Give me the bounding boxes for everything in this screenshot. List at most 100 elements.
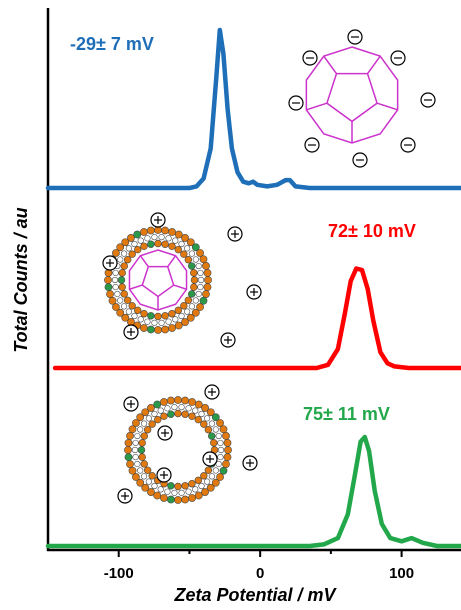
lipid-bead [212, 467, 219, 474]
lipid-bead [133, 230, 142, 239]
lipid-bead [211, 478, 220, 487]
lipid-bead [204, 276, 212, 284]
lipid-bead [140, 460, 148, 468]
lipid-bead [188, 262, 196, 270]
lipid-bead [181, 234, 189, 242]
lipid-bead [174, 245, 182, 254]
lipid-bead [121, 313, 130, 322]
lipid-bead [147, 488, 155, 496]
lipid-bead [216, 473, 224, 481]
lipid-bead [128, 466, 137, 475]
lipid-bead [204, 415, 211, 422]
lipid-bead [161, 240, 169, 248]
lipid-bead [171, 489, 178, 496]
lipid-bead [160, 412, 168, 420]
minus-sign [347, 29, 363, 45]
lipid-bead [111, 276, 119, 284]
lipid-bead [134, 245, 142, 254]
lipid-bead [108, 296, 117, 305]
dodecahedron [306, 102, 328, 111]
lipid-bead [154, 415, 162, 424]
lipid-bead [121, 238, 130, 247]
lipid-bead [192, 297, 199, 304]
lipid-bead [190, 276, 199, 284]
lipid-bead [141, 483, 150, 492]
x-tick-label: 0 [256, 565, 264, 582]
lipid-bead [192, 256, 199, 263]
lipid-bead [151, 319, 158, 326]
lipid-bead [178, 312, 185, 320]
lipid-bead [188, 250, 196, 257]
lipid-bead [174, 396, 182, 404]
lipid-bead [165, 235, 172, 242]
lipid-bead [185, 405, 192, 412]
lipid-bead [132, 453, 139, 461]
lipid-bead [131, 312, 138, 320]
lipid-bead [190, 283, 198, 291]
plus-sign [204, 384, 220, 400]
lipid-bead [178, 404, 185, 411]
lipid-bead [198, 482, 205, 490]
annotation: 72± 10 mV [328, 221, 416, 241]
dodecahedron [376, 102, 398, 111]
lipid-bead [128, 250, 136, 258]
lipid-bead [188, 290, 196, 298]
annotation: -29± 7 mV [70, 34, 154, 54]
lipid-bead [147, 312, 155, 320]
lipid-bead [151, 410, 158, 418]
lipid-bead [140, 473, 148, 480]
annotation: 75± 11 mV [303, 404, 390, 424]
minus-sign [288, 95, 304, 111]
lipid-bead [148, 420, 156, 428]
lipid-bead [174, 306, 182, 315]
lipid-bead [164, 488, 171, 495]
lipid-bead [171, 404, 178, 411]
lipid-bead [181, 396, 190, 405]
minus-sign [352, 152, 368, 168]
lipid-bead [208, 420, 216, 427]
lipid-bead [125, 245, 132, 252]
lipid-bead [161, 312, 169, 320]
lipid-bead [172, 237, 179, 244]
lipid-bead [118, 283, 126, 291]
lipid-bead [196, 249, 204, 257]
lipid-bead [224, 446, 232, 454]
lipid-bead [147, 404, 155, 412]
lipid-bead [212, 426, 219, 433]
lipid-bead [117, 276, 126, 284]
lipid-bead [120, 290, 128, 298]
lipid-bead [124, 453, 133, 462]
lipid-bead [112, 249, 120, 257]
lipid-bead [191, 243, 200, 252]
lipid-bead [128, 425, 137, 434]
minus-sign [302, 50, 318, 66]
lipid-bead [181, 495, 190, 504]
lipid-bead [131, 446, 139, 454]
lipid-bead [217, 439, 224, 447]
lipid-bead [157, 407, 164, 414]
plus-sign [117, 488, 133, 504]
plus-sign [202, 451, 218, 467]
lipid-bead [144, 235, 151, 242]
lipid-bead [140, 432, 148, 440]
lipid-bead [184, 296, 193, 304]
lipid-bead [188, 398, 196, 406]
lipid-bead [186, 238, 195, 247]
lipid-bead [184, 256, 193, 264]
curve [52, 266, 461, 371]
lipid-bead [186, 313, 195, 322]
lipid-bead [208, 432, 216, 440]
lipid-bead [198, 410, 205, 418]
lipid-bead [188, 303, 196, 310]
lipid-bead [174, 321, 183, 330]
lipid-bead [161, 325, 170, 334]
lipid-bead [181, 410, 189, 418]
lipid-bead [217, 453, 224, 461]
lipid-bead [181, 318, 189, 326]
lipid-bead [137, 316, 144, 323]
dodecahedron [326, 72, 378, 123]
lipid-bead [180, 302, 188, 310]
lipid-bead [151, 482, 158, 490]
lipid-bead [202, 262, 210, 270]
